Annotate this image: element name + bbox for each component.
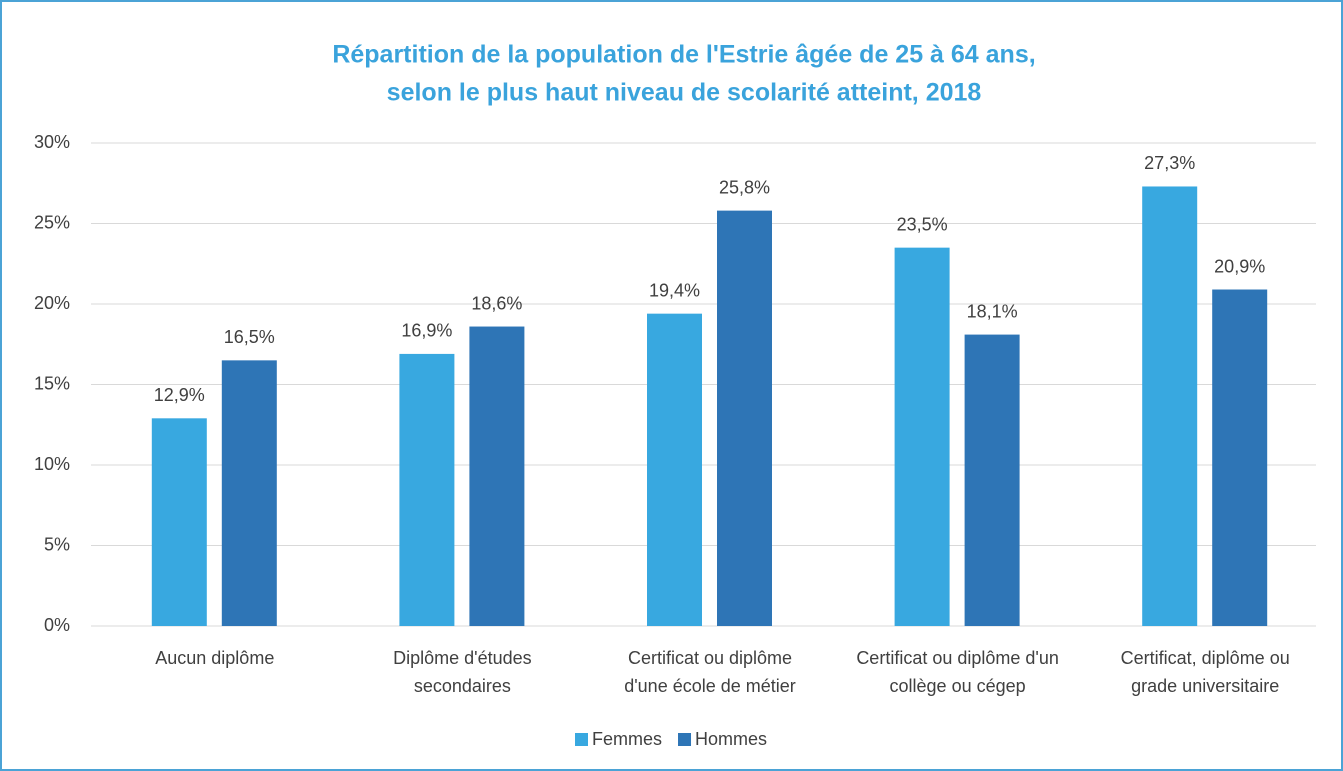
- x-tick-label: Aucun diplôme: [155, 648, 275, 668]
- data-label: 18,6%: [471, 293, 522, 313]
- y-tick-label: 30%: [34, 132, 70, 152]
- bar: [221, 360, 277, 626]
- x-tick-label: Certificat ou diplôme d'un collège ou cé…: [856, 648, 1059, 696]
- data-label: 16,5%: [224, 327, 275, 347]
- x-tick-label: Certificat ou diplôme d'une école de mét…: [624, 648, 796, 696]
- legend-swatch: [678, 733, 692, 746]
- data-label: 25,8%: [719, 177, 770, 197]
- bar: [964, 334, 1020, 626]
- bar: [151, 418, 207, 626]
- y-tick-label: 15%: [34, 373, 70, 393]
- data-label: 18,1%: [967, 301, 1018, 321]
- y-tick-label: 10%: [34, 454, 70, 474]
- y-tick-label: 20%: [34, 293, 70, 313]
- legend-swatch: [575, 733, 588, 746]
- chart-title: selon le plus haut niveau de scolarité a…: [387, 79, 982, 107]
- legend-label: Femmes: [592, 729, 662, 749]
- y-tick-label: 5%: [44, 534, 70, 554]
- x-tick-label: Certificat, diplôme ou grade universitai…: [1120, 648, 1290, 696]
- data-label: 16,9%: [401, 321, 452, 341]
- bar: [647, 313, 702, 626]
- data-label: 20,9%: [1214, 256, 1265, 276]
- x-tick-label: Diplôme d'études secondaires: [393, 648, 532, 696]
- bar: [894, 247, 950, 626]
- bar: [1142, 186, 1198, 626]
- chart-title: Répartition de la population de l'Estrie…: [332, 41, 1035, 69]
- data-label: 27,3%: [1144, 153, 1195, 173]
- data-label: 23,5%: [897, 214, 948, 234]
- data-label: 19,4%: [649, 280, 700, 300]
- y-tick-label: 0%: [44, 615, 70, 635]
- bar: [717, 210, 772, 626]
- data-label: 12,9%: [154, 385, 205, 405]
- bar: [469, 326, 525, 626]
- legend-label: Hommes: [695, 729, 767, 749]
- bar: [1212, 289, 1268, 626]
- bar: [399, 353, 455, 626]
- y-tick-label: 25%: [34, 212, 70, 232]
